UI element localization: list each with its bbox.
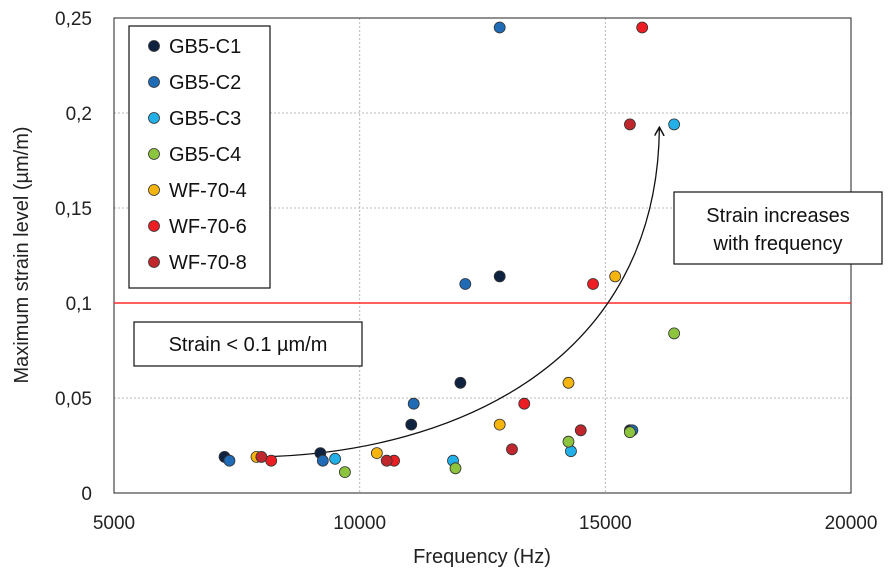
data-point-wf-70-4 [609, 270, 622, 283]
legend-marker [148, 148, 160, 160]
trend-label-line1: Strain increases [706, 205, 849, 227]
trend-label-line2: with frequency [713, 233, 843, 255]
data-point-gb5-c2 [316, 454, 329, 467]
legend-marker [148, 76, 160, 88]
low-strain-label: Strain < 0.1 µm/m [169, 334, 328, 356]
data-point-gb5-c1 [405, 418, 418, 431]
data-point-wf-70-8 [380, 454, 393, 467]
legend-label: GB5-C3 [169, 108, 241, 130]
legend: GB5-C1 GB5-C2 GB5-C3 GB5-C4 WF-70-4 WF-70-6 WF… [128, 25, 271, 289]
y-tick-label: 0,1 [66, 294, 92, 315]
x-tick-label: 10000 [333, 513, 386, 534]
data-point-gb5-c3 [668, 118, 681, 131]
data-point-wf-70-8 [506, 443, 518, 456]
y-axis-ticks: 0 0,05 0,1 0,15 0,2 0,25 [55, 9, 92, 505]
data-point-wf-70-8 [624, 118, 636, 131]
data-point-gb5-c1 [493, 270, 506, 283]
data-point-gb5-c2 [493, 21, 506, 34]
data-point-wf-70-4 [370, 447, 383, 460]
y-tick-label: 0,05 [55, 389, 92, 410]
y-tick-label: 0,15 [55, 199, 92, 220]
legend-label: GB5-C1 [169, 36, 241, 58]
data-point-wf-70-4 [562, 376, 575, 389]
legend-label: WF-70-8 [169, 252, 247, 274]
low-strain-annotation: Strain < 0.1 µm/m [133, 321, 363, 367]
trend-arrow [258, 128, 659, 458]
x-tick-label: 15000 [579, 513, 632, 534]
y-axis-title: Maximum strain level (µm/m) [11, 126, 33, 383]
legend-marker [148, 256, 160, 268]
data-points [218, 21, 681, 479]
data-point-gb5-c4 [339, 466, 351, 479]
data-point-gb5-c4 [668, 327, 681, 340]
data-point-gb5-c3 [329, 452, 342, 465]
data-point-gb5-c4 [449, 462, 462, 475]
data-point-gb5-c2 [407, 397, 420, 410]
data-point-wf-70-6 [518, 397, 531, 410]
trend-box [673, 191, 883, 265]
legend-label: GB5-C4 [169, 144, 241, 166]
data-point-gb5-c4 [562, 435, 575, 448]
legend-label: WF-70-4 [169, 180, 247, 202]
data-point-gb5-c2 [459, 278, 472, 290]
legend-label: GB5-C2 [169, 72, 241, 94]
legend-marker [148, 220, 160, 232]
data-point-gb5-c1 [454, 376, 467, 389]
data-point-gb5-c4 [624, 426, 636, 439]
x-axis-ticks: 5000 10000 15000 20000 [93, 513, 878, 534]
legend-marker [148, 40, 160, 52]
y-tick-label: 0,2 [66, 104, 92, 125]
y-tick-label: 0 [81, 484, 92, 505]
data-point-wf-70-6 [636, 21, 649, 34]
data-point-wf-70-8 [574, 424, 587, 437]
data-point-wf-70-8 [255, 450, 268, 463]
x-axis-title: Frequency (Hz) [413, 546, 551, 568]
x-tick-label: 20000 [825, 513, 878, 534]
legend-label: WF-70-6 [169, 216, 247, 238]
legend-marker [148, 184, 160, 196]
data-point-wf-70-4 [493, 418, 506, 431]
low-strain-box [133, 321, 363, 367]
legend-marker [148, 112, 160, 124]
data-point-gb5-c2 [223, 454, 236, 467]
data-point-wf-70-6 [587, 278, 599, 290]
data-point-wf-70-6 [265, 454, 278, 467]
y-tick-label: 0,25 [55, 9, 92, 30]
x-tick-label: 5000 [93, 513, 135, 534]
trend-annotation: Strain increases with frequency [673, 191, 883, 265]
